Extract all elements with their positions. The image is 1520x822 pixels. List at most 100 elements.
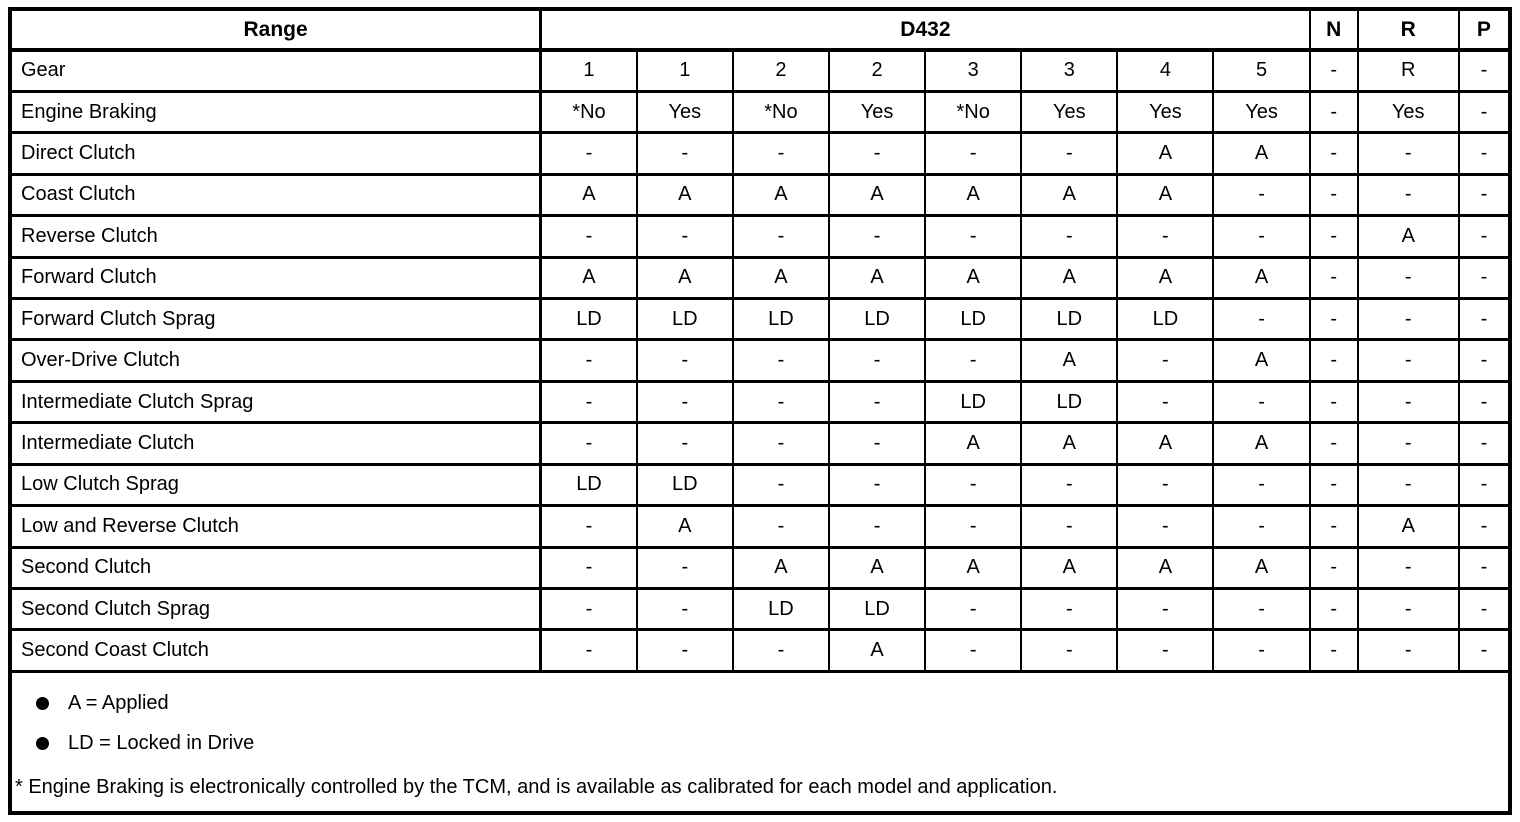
table-row: Intermediate Clutch Sprag - - - - LD LD - - - - - bbox=[9, 379, 1512, 425]
row-label: Over-Drive Clutch bbox=[9, 338, 543, 383]
cell: Yes bbox=[635, 89, 734, 135]
cell: R bbox=[1356, 48, 1460, 93]
cell: - bbox=[827, 462, 927, 508]
cell: A bbox=[1116, 255, 1215, 301]
cell: - bbox=[1212, 462, 1311, 508]
cell: - bbox=[1308, 255, 1359, 301]
row-label: Low and Reverse Clutch bbox=[9, 504, 543, 549]
cell: - bbox=[731, 338, 831, 383]
cell: - bbox=[635, 586, 734, 632]
cell: - bbox=[1457, 628, 1512, 673]
cell: - bbox=[731, 628, 831, 673]
header-park: P bbox=[1457, 7, 1512, 52]
cell: - bbox=[539, 628, 638, 673]
cell: - bbox=[924, 586, 1023, 632]
cell: 1 bbox=[635, 48, 734, 93]
cell: - bbox=[1457, 379, 1512, 425]
cell: - bbox=[1020, 214, 1119, 259]
cell: - bbox=[1308, 214, 1359, 259]
cell: LD bbox=[1020, 379, 1119, 425]
cell: LD bbox=[924, 379, 1023, 425]
cell: - bbox=[539, 131, 638, 176]
cell: - bbox=[1457, 214, 1512, 259]
table-row: Low and Reverse Clutch - A - - - - - - - A - bbox=[9, 504, 1512, 549]
cell: LD bbox=[539, 297, 638, 342]
header-reverse: R bbox=[1356, 7, 1460, 52]
cell: - bbox=[539, 545, 638, 590]
cell: - bbox=[1116, 338, 1215, 383]
cell: A bbox=[635, 504, 734, 549]
cell: - bbox=[1212, 586, 1311, 632]
cell: A bbox=[1020, 421, 1119, 466]
cell: - bbox=[1356, 338, 1460, 383]
table-row: Coast Clutch A A A A A A A - - - - bbox=[9, 172, 1512, 218]
cell: - bbox=[827, 214, 927, 259]
cell: *No bbox=[539, 89, 638, 135]
cell: - bbox=[1457, 338, 1512, 383]
cell: - bbox=[827, 131, 927, 176]
cell: A bbox=[1116, 545, 1215, 590]
cell: - bbox=[1020, 462, 1119, 508]
row-label: Intermediate Clutch Sprag bbox=[9, 379, 543, 425]
cell: - bbox=[1212, 172, 1311, 218]
legend-text: LD = Locked in Drive bbox=[68, 731, 255, 754]
cell: - bbox=[1116, 462, 1215, 508]
cell: - bbox=[1020, 628, 1119, 673]
cell: - bbox=[1457, 255, 1512, 301]
cell: - bbox=[1212, 379, 1311, 425]
cell: - bbox=[1308, 421, 1359, 466]
header-neutral: N bbox=[1308, 7, 1359, 52]
legend-item: LD = Locked in Drive bbox=[36, 723, 1508, 763]
cell: - bbox=[1457, 504, 1512, 549]
cell: - bbox=[1308, 586, 1359, 632]
cell: Yes bbox=[1116, 89, 1215, 135]
cell: - bbox=[539, 586, 638, 632]
cell: - bbox=[635, 214, 734, 259]
cell: - bbox=[1308, 48, 1359, 93]
cell: A bbox=[539, 255, 638, 301]
cell: - bbox=[1116, 504, 1215, 549]
cell: LD bbox=[1020, 297, 1119, 342]
cell: A bbox=[1116, 172, 1215, 218]
cell: - bbox=[924, 131, 1023, 176]
cell: - bbox=[1212, 504, 1311, 549]
row-label: Intermediate Clutch bbox=[9, 421, 543, 466]
cell: A bbox=[827, 628, 927, 673]
table-row: Second Clutch - - A A A A A A - - - bbox=[9, 545, 1512, 590]
row-label: Gear bbox=[9, 48, 543, 93]
cell: - bbox=[1020, 586, 1119, 632]
legend-item: A = Applied bbox=[36, 683, 1508, 723]
cell: A bbox=[539, 172, 638, 218]
notes-cell: A = Applied LD = Locked in Drive * Engine… bbox=[9, 670, 1511, 815]
table-row: Low Clutch Sprag LD LD - - - - - - - - - bbox=[9, 462, 1512, 508]
row-label: Low Clutch Sprag bbox=[9, 462, 543, 508]
cell: - bbox=[635, 421, 734, 466]
cell: A bbox=[635, 172, 734, 218]
cell: A bbox=[1116, 131, 1215, 176]
cell: - bbox=[924, 462, 1023, 508]
cell: 5 bbox=[1212, 48, 1311, 93]
table-row: Engine Braking *No Yes *No Yes *No Yes Yes Yes - Y… bbox=[9, 89, 1512, 135]
cell: - bbox=[1308, 379, 1359, 425]
cell: - bbox=[827, 379, 927, 425]
cell: - bbox=[1308, 545, 1359, 590]
cell: A bbox=[924, 255, 1023, 301]
cell: - bbox=[1457, 462, 1512, 508]
cell: - bbox=[1308, 89, 1359, 135]
cell: - bbox=[1356, 462, 1460, 508]
cell: LD bbox=[827, 586, 927, 632]
cell: - bbox=[539, 214, 638, 259]
cell: - bbox=[1020, 504, 1119, 549]
cell: A bbox=[1020, 338, 1119, 383]
cell: *No bbox=[731, 89, 831, 135]
cell: - bbox=[1116, 628, 1215, 673]
cell: 3 bbox=[1020, 48, 1119, 93]
cell: LD bbox=[827, 297, 927, 342]
legend-text: A = Applied bbox=[68, 691, 169, 714]
cell: - bbox=[731, 421, 831, 466]
cell: A bbox=[1212, 255, 1311, 301]
cell: - bbox=[827, 504, 927, 549]
cell: - bbox=[731, 214, 831, 259]
cell: - bbox=[1356, 297, 1460, 342]
